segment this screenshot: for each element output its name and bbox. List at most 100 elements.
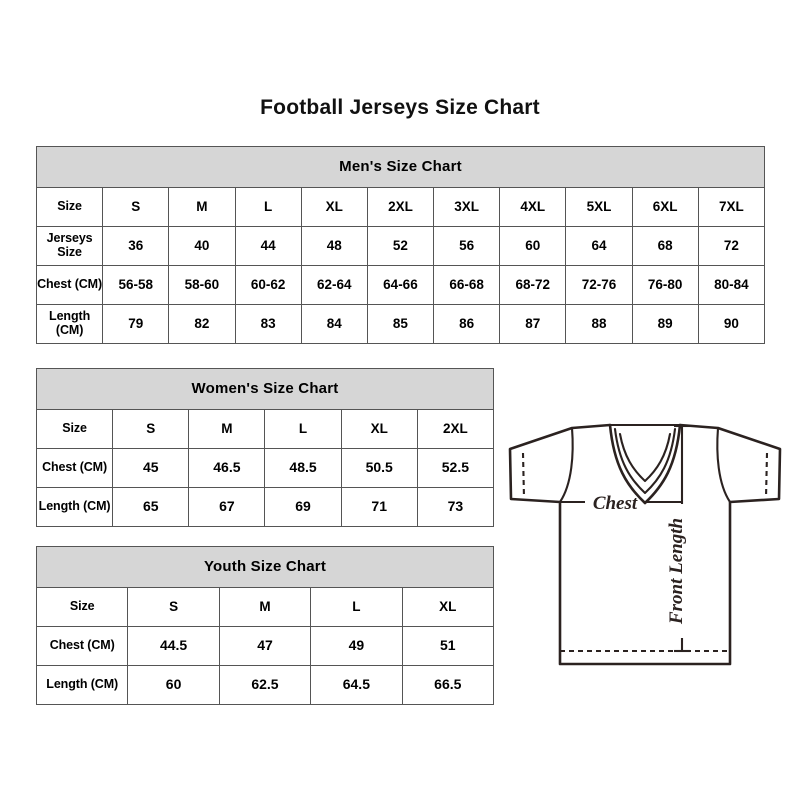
- womens-size-header-l: L: [264, 409, 342, 449]
- mens-chest-s: 56-58: [102, 265, 170, 305]
- mens-size-header-s: S: [102, 187, 170, 227]
- mens-chest-label: Chest (CM): [35, 265, 104, 305]
- womens-chest-m: 46.5: [188, 448, 266, 488]
- mens-size-chart-table: Men's Size Chart Size S M L XL 2XL 3XL 4…: [35, 146, 766, 344]
- shirt-outline-path: [508, 423, 782, 666]
- youth-size-row-label: Size: [35, 587, 129, 627]
- mens-chest-l: 60-62: [234, 265, 302, 305]
- jersey-measurement-diagram: Chest Front Length: [498, 398, 792, 688]
- youth-chest-label: Chest (CM): [35, 626, 129, 666]
- womens-size-header-2xl: 2XL: [416, 409, 495, 449]
- front-length-measure-label: Front Length: [666, 518, 687, 625]
- mens-size-header-3xl: 3XL: [433, 187, 501, 227]
- left-cuff-stitch-line: [521, 452, 526, 499]
- womens-length-label: Length (CM): [35, 487, 114, 527]
- womens-size-header-s: S: [112, 409, 190, 449]
- youth-length-l: 64.5: [310, 665, 403, 705]
- womens-chest-2xl: 52.5: [416, 448, 495, 488]
- youth-length-label: Length (CM): [35, 665, 129, 705]
- mens-length-4xl: 87: [499, 304, 567, 344]
- mens-jerseys-size-6xl: 68: [631, 226, 699, 266]
- mens-jerseys-size-label: Jerseys Size: [35, 226, 104, 266]
- table-row: Length (CM) 79 82 83 84 85 86 87 88 89 9…: [35, 304, 766, 344]
- womens-chest-label: Chest (CM): [35, 448, 114, 488]
- womens-chest-s: 45: [112, 448, 190, 488]
- table-row: Length (CM) 60 62.5 64.5 66.5: [35, 665, 495, 705]
- mens-chest-4xl: 68-72: [499, 265, 567, 305]
- womens-size-header-m: M: [188, 409, 266, 449]
- womens-chest-l: 48.5: [264, 448, 342, 488]
- mens-jerseys-size-7xl: 72: [697, 226, 766, 266]
- mens-chest-m: 58-60: [168, 265, 236, 305]
- youth-size-header-l: L: [310, 587, 403, 627]
- mens-chest-5xl: 72-76: [565, 265, 633, 305]
- mens-chest-2xl: 64-66: [366, 265, 435, 305]
- mens-chest-7xl: 80-84: [697, 265, 766, 305]
- mens-chart-banner: Men's Size Chart: [36, 146, 765, 188]
- mens-banner-row: Men's Size Chart: [36, 146, 765, 188]
- vneck-middle-collar: [613, 427, 677, 495]
- right-armhole-seam: [716, 426, 732, 504]
- womens-length-m: 67: [188, 487, 266, 527]
- table-row: Jerseys Size 36 40 44 48 52 56 60 64 68 …: [35, 226, 766, 266]
- womens-length-xl: 71: [340, 487, 418, 527]
- youth-size-header-xl: XL: [401, 587, 495, 627]
- womens-chest-xl: 50.5: [340, 448, 418, 488]
- mens-length-s: 79: [102, 304, 170, 344]
- right-cuff-stitch-line: [764, 452, 769, 499]
- youth-chart-banner: Youth Size Chart: [36, 546, 494, 588]
- youth-size-header-s: S: [127, 587, 220, 627]
- mens-length-3xl: 86: [433, 304, 501, 344]
- chest-measure-label: Chest: [593, 493, 638, 514]
- youth-size-header-m: M: [218, 587, 312, 627]
- womens-banner-row: Women's Size Chart: [36, 368, 494, 410]
- mens-length-6xl: 89: [631, 304, 699, 344]
- mens-size-header-2xl: 2XL: [366, 187, 435, 227]
- mens-length-m: 82: [168, 304, 236, 344]
- mens-length-label: Length (CM): [35, 304, 104, 344]
- mens-size-header-xl: XL: [300, 187, 368, 227]
- youth-length-m: 62.5: [218, 665, 312, 705]
- mens-jerseys-size-m: 40: [168, 226, 236, 266]
- womens-size-chart-table: Women's Size Chart Size S M L XL 2XL Che…: [35, 368, 495, 527]
- table-row: Chest (CM) 56-58 58-60 60-62 62-64 64-66…: [35, 265, 766, 305]
- mens-jerseys-size-4xl: 60: [499, 226, 567, 266]
- vneck-inner-collar: [618, 432, 672, 483]
- youth-length-s: 60: [127, 665, 220, 705]
- mens-size-row-label: Size: [35, 187, 104, 227]
- mens-jerseys-size-5xl: 64: [565, 226, 633, 266]
- mens-jerseys-size-l: 44: [234, 226, 302, 266]
- left-armhole-seam: [558, 426, 574, 504]
- mens-jerseys-size-2xl: 52: [366, 226, 435, 266]
- mens-length-l: 83: [234, 304, 302, 344]
- youth-chest-l: 49: [310, 626, 403, 666]
- womens-chart-banner: Women's Size Chart: [36, 368, 494, 410]
- mens-chest-6xl: 76-80: [631, 265, 699, 305]
- womens-length-s: 65: [112, 487, 190, 527]
- womens-header-row: Size S M L XL 2XL: [35, 409, 495, 449]
- mens-size-header-m: M: [168, 187, 236, 227]
- table-row: Chest (CM) 45 46.5 48.5 50.5 52.5: [35, 448, 495, 488]
- mens-jerseys-size-s: 36: [102, 226, 170, 266]
- mens-chest-3xl: 66-68: [433, 265, 501, 305]
- youth-chest-s: 44.5: [127, 626, 220, 666]
- mens-size-header-6xl: 6XL: [631, 187, 699, 227]
- womens-size-header-xl: XL: [340, 409, 418, 449]
- mens-chest-xl: 62-64: [300, 265, 368, 305]
- mens-jerseys-size-3xl: 56: [433, 226, 501, 266]
- youth-length-xl: 66.5: [401, 665, 495, 705]
- mens-size-header-7xl: 7XL: [697, 187, 766, 227]
- youth-banner-row: Youth Size Chart: [36, 546, 494, 588]
- youth-chest-xl: 51: [401, 626, 495, 666]
- mens-jerseys-size-xl: 48: [300, 226, 368, 266]
- table-row: Chest (CM) 44.5 47 49 51: [35, 626, 495, 666]
- table-row: Length (CM) 65 67 69 71 73: [35, 487, 495, 527]
- mens-size-header-l: L: [234, 187, 302, 227]
- mens-length-xl: 84: [300, 304, 368, 344]
- page-title: Football Jerseys Size Chart: [260, 96, 540, 119]
- mens-header-row: Size S M L XL 2XL 3XL 4XL 5XL 6XL 7XL: [35, 187, 766, 227]
- womens-size-row-label: Size: [35, 409, 114, 449]
- mens-length-2xl: 85: [366, 304, 435, 344]
- womens-length-l: 69: [264, 487, 342, 527]
